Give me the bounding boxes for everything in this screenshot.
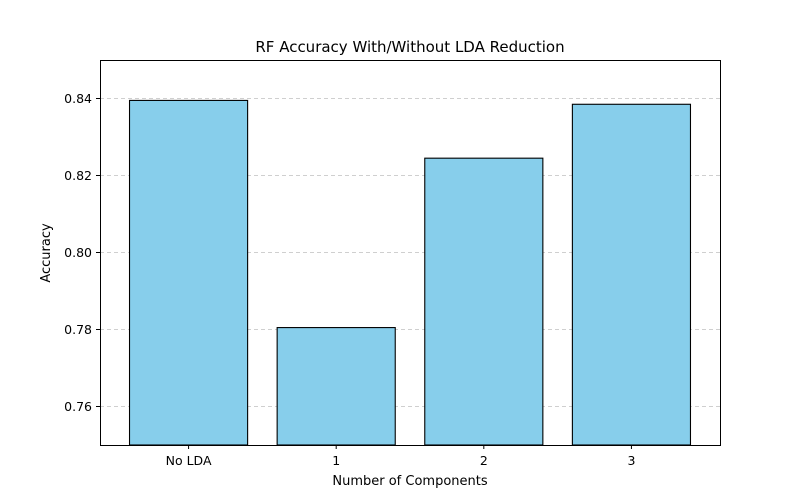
y-tick-label: 0.82 (64, 168, 92, 183)
x-tick-label: 2 (480, 453, 488, 468)
y-axis-label: Accuracy (39, 223, 54, 283)
chart-title: RF Accuracy With/Without LDA Reduction (255, 38, 564, 56)
x-axis-ticks: No LDA 1 2 3 (166, 445, 635, 468)
x-axis-label: Number of Components (332, 474, 487, 489)
grid-lines (100, 98, 720, 407)
bars (128, 99, 692, 446)
y-axis-ticks: 0.76 0.78 0.80 0.82 0.84 (64, 91, 100, 414)
bar (276, 327, 396, 446)
bar (571, 103, 692, 446)
x-tick-label: 1 (332, 453, 340, 468)
y-tick-label: 0.80 (64, 245, 92, 260)
y-tick-label: 0.78 (64, 322, 92, 337)
y-tick-label: 0.84 (64, 91, 92, 106)
plot-frame (100, 60, 721, 446)
x-tick-label: No LDA (166, 453, 212, 468)
x-tick-label: 3 (627, 453, 635, 468)
y-tick-label: 0.76 (64, 399, 92, 414)
bar (424, 157, 544, 446)
bar (128, 99, 249, 446)
